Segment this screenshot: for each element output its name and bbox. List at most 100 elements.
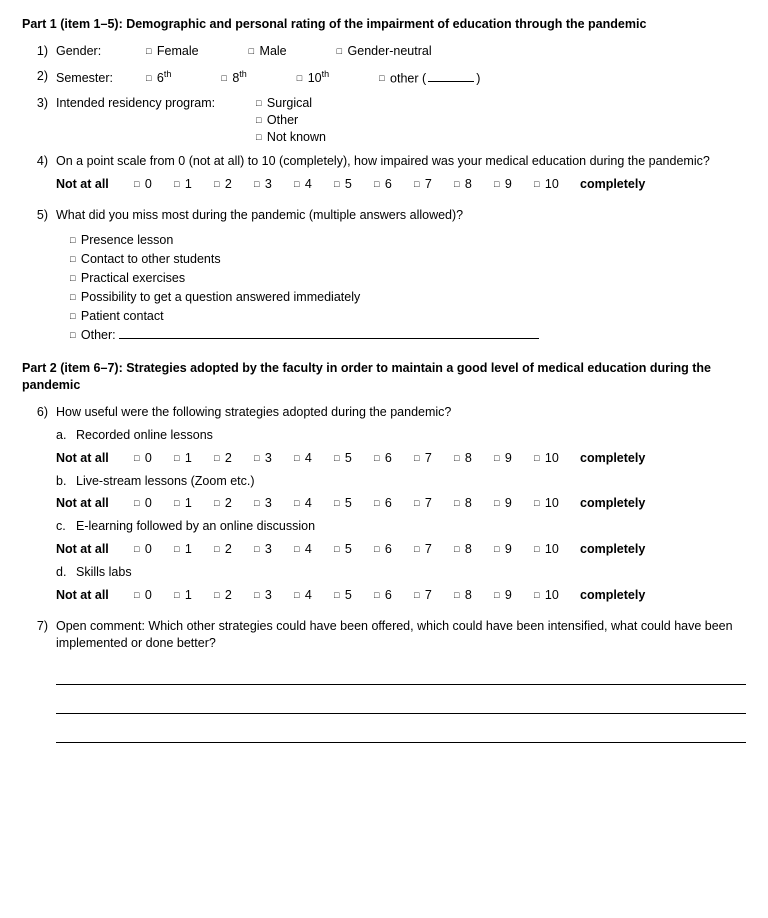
q4-scale-opt-5[interactable]: □ 5 — [334, 176, 374, 193]
q6-3-scale-opt-9[interactable]: □ 9 — [494, 587, 534, 604]
q6-1-scale-opt-10[interactable]: □ 10 — [534, 495, 574, 512]
checkbox-icon: □ — [534, 544, 539, 554]
checkbox-icon: □ — [334, 544, 339, 554]
q6-0-scale-opt-5[interactable]: □ 5 — [334, 450, 374, 467]
q6-1-scale-opt-8[interactable]: □ 8 — [454, 495, 494, 512]
q3-opt-other[interactable]: □ Other — [256, 112, 326, 129]
q2-opt-6th[interactable]: □ 6th — [146, 68, 171, 87]
q6-1-scale-opt-0[interactable]: □ 0 — [134, 495, 174, 512]
checkbox-icon: □ — [494, 498, 499, 508]
q6-0-scale-opt-4[interactable]: □ 4 — [294, 450, 334, 467]
q6-3-scale-opt-3[interactable]: □ 3 — [254, 587, 294, 604]
checkbox-icon: □ — [414, 179, 419, 189]
q4-scale-opt-0[interactable]: □ 0 — [134, 176, 174, 193]
q6-3-scale-opt-5[interactable]: □ 5 — [334, 587, 374, 604]
q4-scale-opt-7[interactable]: □ 7 — [414, 176, 454, 193]
q2-other-blank[interactable] — [428, 70, 474, 82]
q4-scale-opt-1[interactable]: □ 1 — [174, 176, 214, 193]
q2-opt-other[interactable]: □ other () — [379, 70, 480, 87]
q5-opt-2[interactable]: □ Practical exercises — [70, 270, 746, 287]
q3-num: 3) — [22, 95, 56, 146]
q6-2-scale-opt-6[interactable]: □ 6 — [374, 541, 414, 558]
q6-1-scale-opt-9[interactable]: □ 9 — [494, 495, 534, 512]
q6-1-scale-opt-2[interactable]: □ 2 — [214, 495, 254, 512]
q1-opt-neutral-label: Gender-neutral — [348, 44, 432, 58]
q6-2-scale-opt-1[interactable]: □ 1 — [174, 541, 214, 558]
checkbox-icon: □ — [221, 73, 226, 83]
q5-opt-4[interactable]: □ Patient contact — [70, 308, 746, 325]
q6-sub-label: Skills labs — [76, 564, 132, 581]
q5-opt-1[interactable]: □ Contact to other students — [70, 251, 746, 268]
q6-3-scale-opt-1[interactable]: □ 1 — [174, 587, 214, 604]
q2-opt-10th-label: 10th — [308, 71, 329, 85]
q7-num: 7) — [22, 618, 56, 753]
q3-opt-surgical[interactable]: □ Surgical — [256, 95, 326, 112]
q2-opt-other-label: other — [390, 71, 419, 85]
q6-2-scale-opt-4[interactable]: □ 4 — [294, 541, 334, 558]
q2-opt-10th[interactable]: □ 10th — [297, 68, 329, 87]
q1-opt-female[interactable]: □ Female — [146, 43, 199, 60]
q6-1-scale-opt-5[interactable]: □ 5 — [334, 495, 374, 512]
checkbox-icon: □ — [334, 453, 339, 463]
q6-3-scale-opt-2[interactable]: □ 2 — [214, 587, 254, 604]
q1-label: Gender: — [56, 43, 146, 60]
q6-0-scale-opt-0[interactable]: □ 0 — [134, 450, 174, 467]
q6-3-scale-opt-6[interactable]: □ 6 — [374, 587, 414, 604]
q6-1-scale-opt-7[interactable]: □ 7 — [414, 495, 454, 512]
q6-0-scale-opt-3[interactable]: □ 3 — [254, 450, 294, 467]
q6-2-scale-opt-0[interactable]: □ 0 — [134, 541, 174, 558]
checkbox-icon: □ — [374, 544, 379, 554]
q6-3-scale-opt-8[interactable]: □ 8 — [454, 587, 494, 604]
q6-2-scale-opt-5[interactable]: □ 5 — [334, 541, 374, 558]
q6-1-scale-opt-1[interactable]: □ 1 — [174, 495, 214, 512]
q6-2-scale-opt-3[interactable]: □ 3 — [254, 541, 294, 558]
q1-opt-neutral[interactable]: □ Gender-neutral — [337, 43, 432, 60]
checkbox-icon: □ — [494, 544, 499, 554]
q5-opt-other[interactable]: □ Other: — [70, 326, 746, 344]
q4-scale-opt-2[interactable]: □ 2 — [214, 176, 254, 193]
checkbox-icon: □ — [70, 330, 75, 340]
q6-2-scale-opt-9[interactable]: □ 9 — [494, 541, 534, 558]
q6-3-scale-opt-0[interactable]: □ 0 — [134, 587, 174, 604]
q6-2-scale-opt-2[interactable]: □ 2 — [214, 541, 254, 558]
q4-scale-opt-10[interactable]: □ 10 — [534, 176, 574, 193]
q4-scale-opt-4[interactable]: □ 4 — [294, 176, 334, 193]
q7-line[interactable] — [56, 666, 746, 685]
q6-0-scale-opt-2[interactable]: □ 2 — [214, 450, 254, 467]
q6-sub-label: Live-stream lessons (Zoom etc.) — [76, 473, 255, 490]
q6-1-scale-opt-6[interactable]: □ 6 — [374, 495, 414, 512]
q2-opt-8th[interactable]: □ 8th — [221, 68, 246, 87]
q6-3-scale-opt-4[interactable]: □ 4 — [294, 587, 334, 604]
q4-scale-opt-6[interactable]: □ 6 — [374, 176, 414, 193]
q6-sub-c: c.E-learning followed by an online discu… — [56, 518, 746, 535]
q4-scale-opt-3[interactable]: □ 3 — [254, 176, 294, 193]
q6-0-scale-opt-1[interactable]: □ 1 — [174, 450, 214, 467]
q6-0-scale-opt-7[interactable]: □ 7 — [414, 450, 454, 467]
q6-0-scale-opt-8[interactable]: □ 8 — [454, 450, 494, 467]
checkbox-icon: □ — [254, 453, 259, 463]
q6-2-scale-opt-7[interactable]: □ 7 — [414, 541, 454, 558]
q5-opt-3[interactable]: □ Possibility to get a question answered… — [70, 289, 746, 306]
q3-opt-notknown[interactable]: □ Not known — [256, 129, 326, 146]
q6-1-scale-opt-4[interactable]: □ 4 — [294, 495, 334, 512]
q4-scale-opt-9[interactable]: □ 9 — [494, 176, 534, 193]
q6-1-scale-opt-3[interactable]: □ 3 — [254, 495, 294, 512]
q6-0-scale-opt-10[interactable]: □ 10 — [534, 450, 574, 467]
part1-title: Part 1 (item 1–5): Demographic and perso… — [22, 16, 746, 33]
q6-0-scale-opt-9[interactable]: □ 9 — [494, 450, 534, 467]
q6-3-scale-opt-10[interactable]: □ 10 — [534, 587, 574, 604]
q6-2-scale-opt-8[interactable]: □ 8 — [454, 541, 494, 558]
q6-0-scale-opt-6[interactable]: □ 6 — [374, 450, 414, 467]
q6-2-scale-opt-10[interactable]: □ 10 — [534, 541, 574, 558]
q1-opt-male[interactable]: □ Male — [249, 43, 287, 60]
q5-opt-0[interactable]: □ Presence lesson — [70, 232, 746, 249]
checkbox-icon: □ — [414, 544, 419, 554]
q5-other-blank[interactable] — [119, 326, 539, 339]
q7-line[interactable] — [56, 695, 746, 714]
q7-line[interactable] — [56, 724, 746, 743]
q6-scale-0: Not at all□ 0□ 1□ 2□ 3□ 4□ 5□ 6□ 7□ 8□ 9… — [56, 450, 746, 467]
q6-3-scale-opt-7[interactable]: □ 7 — [414, 587, 454, 604]
q4-scale-opt-8[interactable]: □ 8 — [454, 176, 494, 193]
q7-lines[interactable] — [56, 666, 746, 743]
q6-sub-b: b.Live-stream lessons (Zoom etc.) — [56, 473, 746, 490]
